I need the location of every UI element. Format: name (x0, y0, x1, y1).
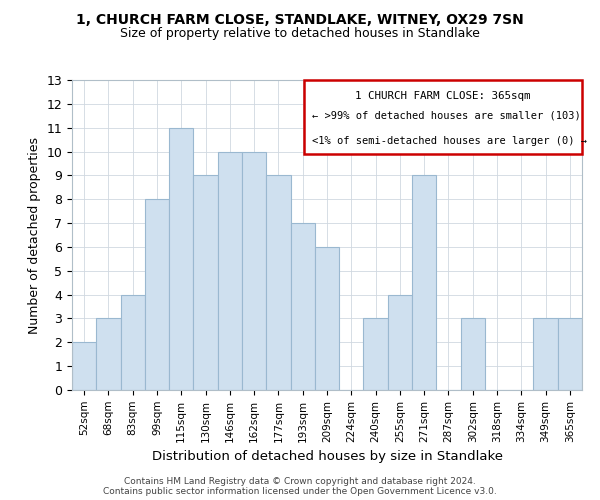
Text: 1 CHURCH FARM CLOSE: 365sqm: 1 CHURCH FARM CLOSE: 365sqm (355, 91, 531, 101)
Bar (266, 176, 290, 390)
Bar (412, 176, 436, 390)
Bar (388, 294, 412, 390)
Text: Contains public sector information licensed under the Open Government Licence v3: Contains public sector information licen… (103, 487, 497, 496)
X-axis label: Distribution of detached houses by size in Standlake: Distribution of detached houses by size … (151, 450, 503, 463)
Bar (558, 318, 582, 390)
Bar (96, 318, 121, 390)
FancyBboxPatch shape (304, 80, 582, 154)
Bar (242, 152, 266, 390)
Y-axis label: Number of detached properties: Number of detached properties (28, 136, 41, 334)
Bar (315, 247, 339, 390)
Bar (290, 223, 315, 390)
Bar (461, 318, 485, 390)
Bar (364, 318, 388, 390)
Bar (218, 152, 242, 390)
Bar (72, 342, 96, 390)
Bar (533, 318, 558, 390)
Text: Size of property relative to detached houses in Standlake: Size of property relative to detached ho… (120, 28, 480, 40)
Bar (169, 128, 193, 390)
Text: <1% of semi-detached houses are larger (0) →: <1% of semi-detached houses are larger (… (312, 136, 587, 146)
Text: ← >99% of detached houses are smaller (103): ← >99% of detached houses are smaller (1… (312, 110, 580, 120)
Bar (145, 199, 169, 390)
Text: Contains HM Land Registry data © Crown copyright and database right 2024.: Contains HM Land Registry data © Crown c… (124, 477, 476, 486)
Text: 1, CHURCH FARM CLOSE, STANDLAKE, WITNEY, OX29 7SN: 1, CHURCH FARM CLOSE, STANDLAKE, WITNEY,… (76, 12, 524, 26)
Bar (193, 176, 218, 390)
Bar (121, 294, 145, 390)
